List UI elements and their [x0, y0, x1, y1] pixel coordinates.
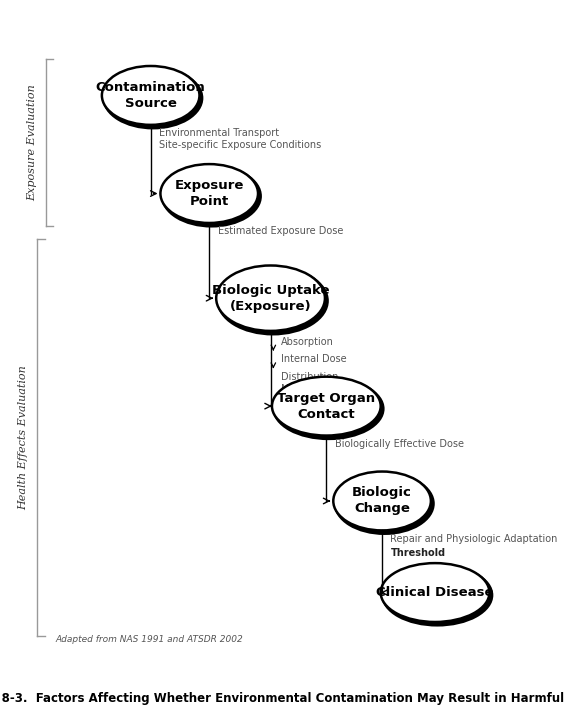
Ellipse shape: [161, 165, 262, 228]
Ellipse shape: [273, 378, 385, 440]
Text: Internal Dose: Internal Dose: [281, 355, 346, 365]
Text: Adapted from NAS 1991 and ATSDR 2002: Adapted from NAS 1991 and ATSDR 2002: [56, 635, 244, 644]
Ellipse shape: [381, 563, 489, 622]
Text: Health Effects Evaluation: Health Effects Evaluation: [19, 365, 28, 510]
Text: Estimated Exposure Dose: Estimated Exposure Dose: [217, 226, 343, 236]
Ellipse shape: [216, 265, 325, 331]
Ellipse shape: [272, 377, 381, 436]
Ellipse shape: [217, 266, 329, 336]
Ellipse shape: [102, 67, 203, 129]
Text: Target Organ
Contact: Target Organ Contact: [277, 392, 376, 421]
Text: Biologically Effective Dose: Biologically Effective Dose: [335, 439, 464, 449]
Text: Absorption: Absorption: [281, 338, 333, 348]
Text: Exposure
Point: Exposure Point: [175, 179, 244, 208]
Text: Environmental Transport
Site-specific Exposure Conditions: Environmental Transport Site-specific Ex…: [159, 128, 321, 150]
Ellipse shape: [381, 564, 493, 626]
Text: Contamination
Source: Contamination Source: [96, 81, 205, 110]
Text: Exposure Evaluation: Exposure Evaluation: [27, 85, 37, 201]
Ellipse shape: [333, 471, 431, 530]
Text: Distribution
Metabolism
Excretion: Distribution Metabolism Excretion: [281, 372, 338, 405]
Text: Biologic Uptake
(Exposure): Biologic Uptake (Exposure): [212, 284, 329, 313]
Ellipse shape: [334, 472, 435, 535]
Ellipse shape: [160, 164, 258, 223]
Text: Figure 8-3.  Factors Affecting Whether Environmental Contamination May Result in: Figure 8-3. Factors Affecting Whether En…: [0, 693, 569, 705]
Ellipse shape: [102, 66, 200, 125]
Text: Clinical Disease: Clinical Disease: [376, 586, 494, 599]
Text: Biologic
Change: Biologic Change: [352, 486, 412, 515]
Text: Threshold: Threshold: [390, 548, 446, 558]
Text: Repair and Physiologic Adaptation: Repair and Physiologic Adaptation: [390, 534, 558, 544]
